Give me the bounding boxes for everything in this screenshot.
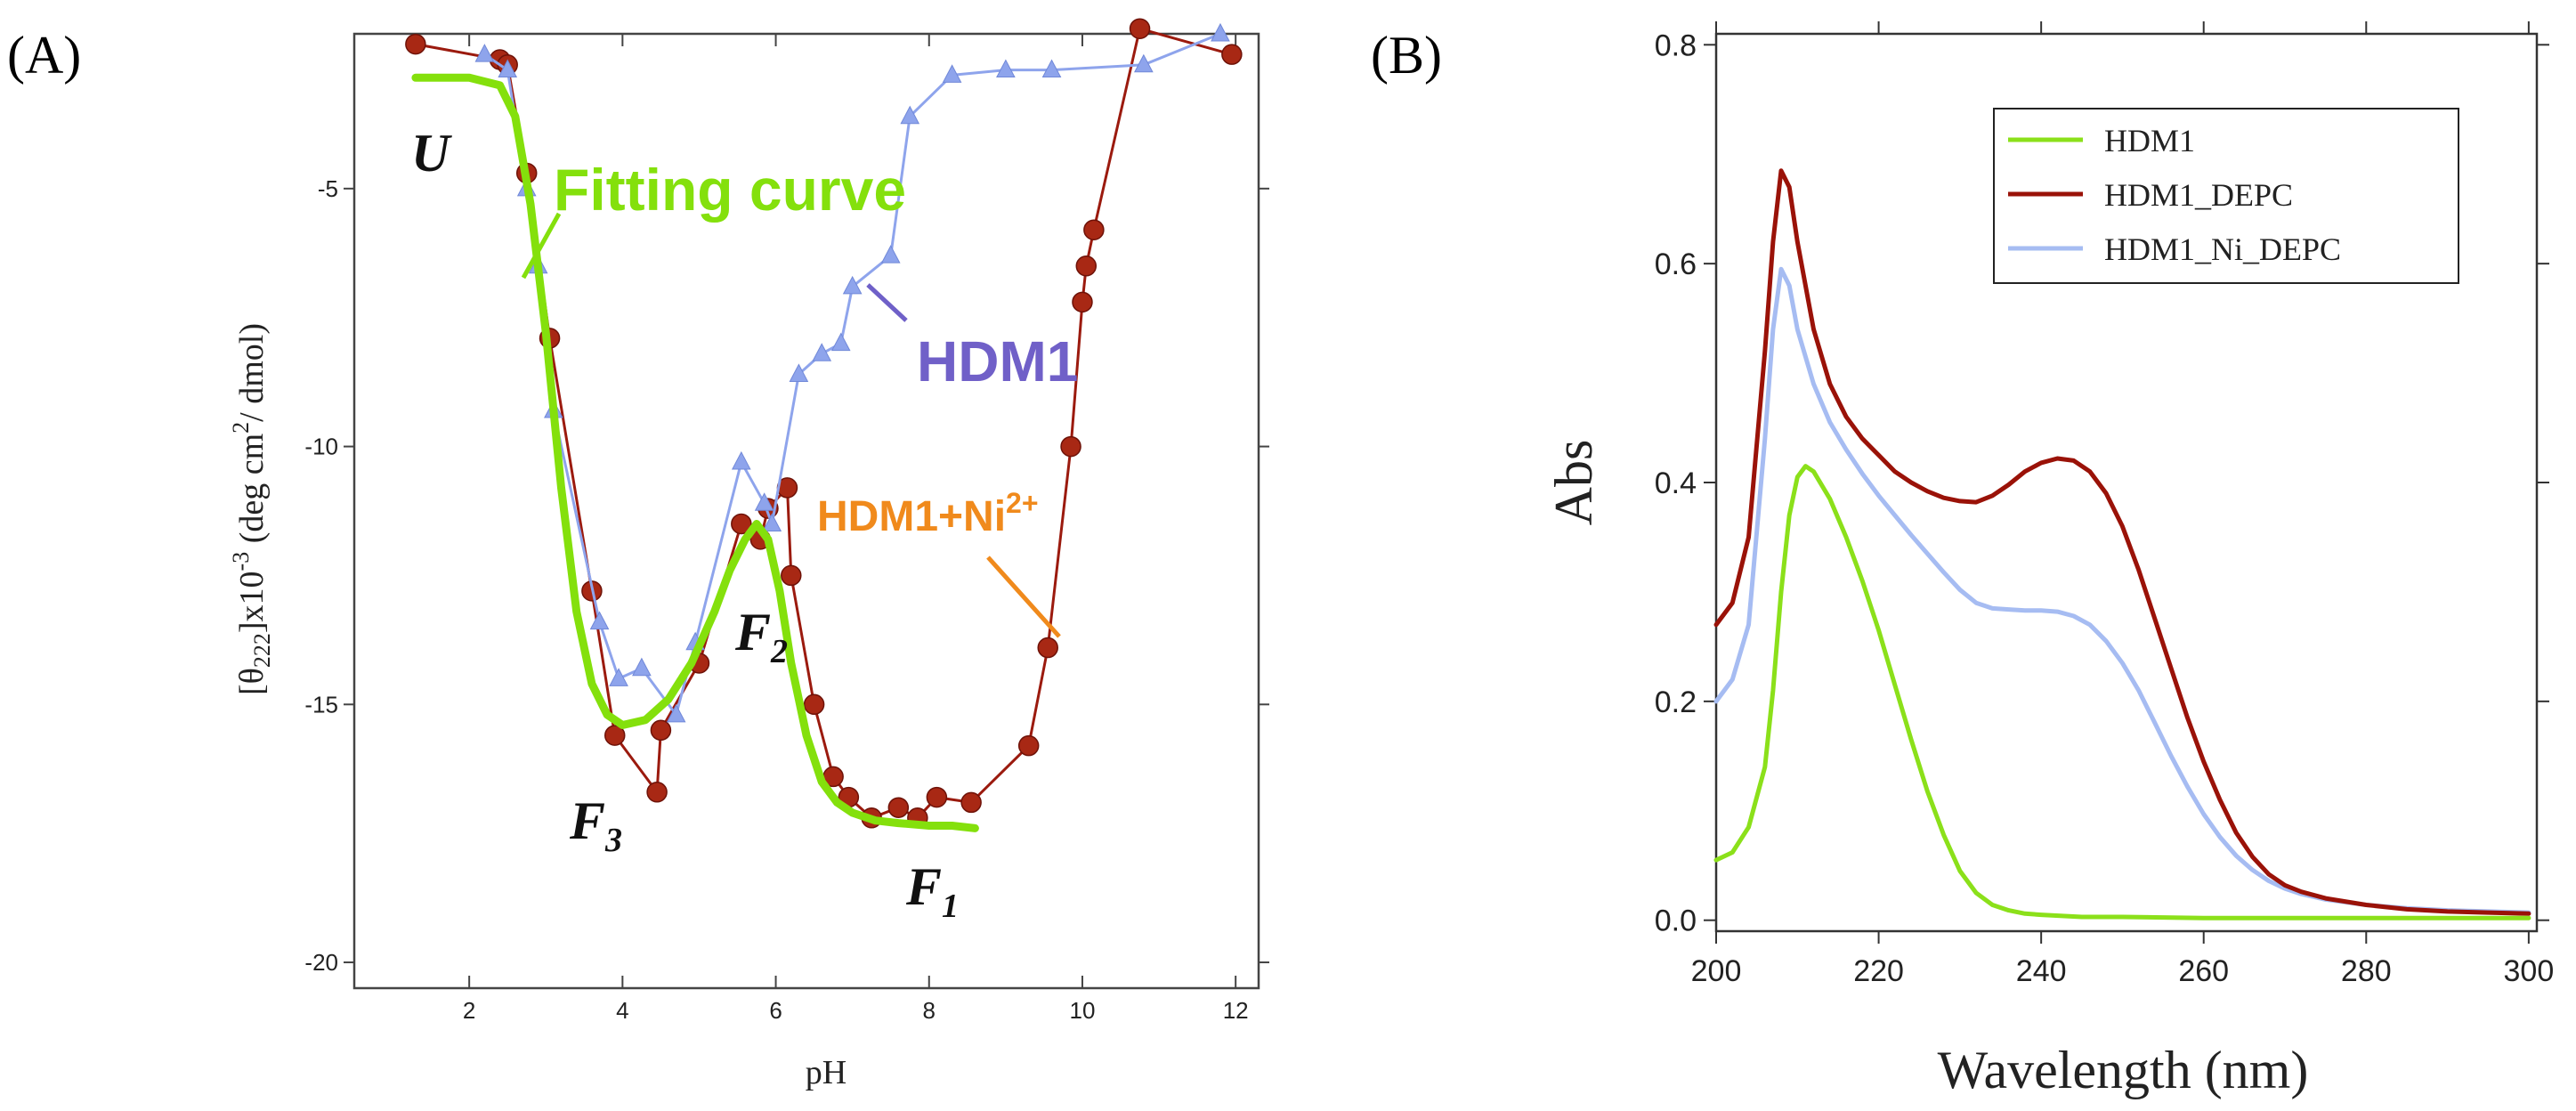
data-point-hdm1 bbox=[882, 246, 900, 263]
data-point-hdm1-ni2 bbox=[888, 798, 908, 817]
data-point-hdm1 bbox=[832, 334, 850, 351]
legend-label-hdm1: HDM1 bbox=[2104, 123, 2195, 158]
data-point-hdm1 bbox=[997, 61, 1015, 77]
series-line-hdm1-ni2 bbox=[416, 28, 1232, 818]
data-point-hdm1 bbox=[1211, 24, 1229, 41]
legend-b: HDM1 HDM1_DEPC HDM1_Ni_DEPC bbox=[1994, 109, 2459, 283]
state-label-u: U bbox=[411, 124, 452, 182]
data-point-hdm1-ni2 bbox=[1073, 292, 1092, 312]
y-tick-label-b: 0.0 bbox=[1655, 904, 1697, 938]
legend-label-hdm1-ni-depc: HDM1_Ni_DEPC bbox=[2104, 231, 2341, 267]
data-point-hdm1-ni2 bbox=[1061, 437, 1081, 457]
y-tick-label-a: -10 bbox=[304, 434, 338, 460]
x-tick-label-a: 2 bbox=[463, 997, 475, 1024]
x-tick-label-b: 220 bbox=[1853, 954, 1904, 988]
hdm1-annotation: HDM1 bbox=[917, 329, 1078, 393]
data-point-hdm1-ni2 bbox=[1222, 45, 1242, 64]
ni-pointer-line bbox=[988, 557, 1059, 637]
x-tick-label-a: 6 bbox=[769, 997, 782, 1024]
data-point-hdm1-ni2 bbox=[1076, 256, 1096, 276]
data-point-hdm1 bbox=[733, 452, 750, 469]
chart-panel-a: 2 4 6 8 10 12 -5 -10 -15 -20 pH [θ222]x10-3 (deg … bbox=[228, 19, 1269, 1091]
y-tick-label-b: 0.6 bbox=[1655, 247, 1697, 281]
legend-label-hdm1-depc: HDM1_DEPC bbox=[2104, 177, 2293, 213]
series-line-hdm1-ni-depc bbox=[1716, 269, 2529, 912]
x-tick-label-a: 8 bbox=[923, 997, 936, 1024]
x-axis-label-b: Wavelength (nm) bbox=[1938, 1041, 2309, 1099]
tick-labels-a: 2 4 6 8 10 12 -5 -10 -15 -20 bbox=[304, 175, 1248, 1024]
state-label-f1: F1 bbox=[905, 857, 959, 925]
x-tick-label-b: 240 bbox=[2016, 954, 2067, 988]
y-tick-label-b: 0.2 bbox=[1655, 685, 1697, 719]
data-point-hdm1-ni2 bbox=[1038, 638, 1057, 658]
series-line-hdm1 bbox=[1716, 466, 2529, 919]
fitting-curve-annotation: Fitting curve bbox=[554, 157, 906, 223]
x-axis-label-a: pH bbox=[806, 1054, 847, 1091]
data-point-hdm1-ni2 bbox=[406, 35, 425, 54]
x-tick-label-a: 10 bbox=[1070, 997, 1096, 1024]
figure-canvas: (A) (B) 2 4 6 8 10 12 -5 -10 -15 -20 pH [θ222]x10… bbox=[0, 0, 2576, 1111]
y-tick-label-b: 0.8 bbox=[1655, 28, 1697, 62]
data-point-hdm1-ni2 bbox=[647, 783, 667, 802]
panel-label-a: (A) bbox=[7, 26, 81, 85]
data-point-hdm1 bbox=[813, 344, 830, 361]
hdm1-ni-annotation: HDM1+Ni2+ bbox=[817, 487, 1039, 540]
y-tick-label-a: -20 bbox=[304, 949, 338, 976]
x-tick-label-b: 300 bbox=[2504, 954, 2555, 988]
data-point-hdm1 bbox=[475, 45, 493, 61]
x-tick-label-b: 200 bbox=[1691, 954, 1742, 988]
x-tick-label-a: 12 bbox=[1223, 997, 1249, 1024]
y-axis-label-b: Abs bbox=[1544, 440, 1603, 526]
panel-label-b: (B) bbox=[1371, 26, 1442, 85]
y-axis-label-a: [θ222]x10-3 (deg cm2/ dmol) bbox=[228, 323, 275, 695]
state-label-f3: F3 bbox=[569, 791, 622, 859]
y-tick-label-a: -15 bbox=[304, 691, 338, 718]
chart-panel-b: 200 220 240 260 280 300 0.0 0.2 0.4 0.6 0.8 Wavele… bbox=[1544, 21, 2554, 1099]
y-tick-label-b: 0.4 bbox=[1655, 466, 1697, 500]
x-tick-label-b: 260 bbox=[2178, 954, 2229, 988]
data-point-hdm1-ni2 bbox=[782, 565, 801, 585]
y-tick-label-a: -5 bbox=[318, 175, 338, 202]
data-point-hdm1 bbox=[844, 277, 862, 294]
data-point-hdm1-ni2 bbox=[927, 788, 946, 807]
data-point-hdm1 bbox=[610, 669, 628, 685]
x-tick-label-b: 280 bbox=[2341, 954, 2392, 988]
data-point-hdm1-ni2 bbox=[805, 694, 824, 714]
x-tick-label-a: 4 bbox=[616, 997, 628, 1024]
data-point-hdm1-ni2 bbox=[1130, 19, 1150, 38]
data-point-hdm1 bbox=[633, 659, 651, 676]
data-point-hdm1-ni2 bbox=[1084, 220, 1104, 239]
series-group-a bbox=[406, 19, 1242, 828]
data-point-hdm1-ni2 bbox=[1019, 736, 1039, 756]
hdm1-pointer-line bbox=[868, 285, 906, 320]
data-point-hdm1 bbox=[591, 612, 609, 629]
data-point-hdm1-ni2 bbox=[651, 720, 670, 740]
data-point-hdm1-ni2 bbox=[961, 792, 981, 812]
